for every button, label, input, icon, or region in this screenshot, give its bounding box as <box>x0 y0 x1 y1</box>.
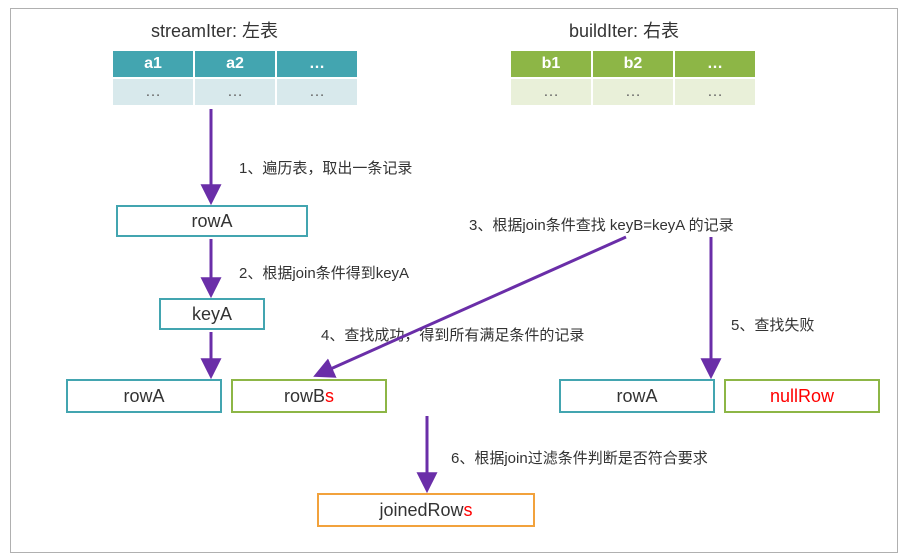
table-header-cell: b2 <box>592 50 674 78</box>
box-text: rowB <box>284 386 325 407</box>
box-rowA-1: rowA <box>116 205 308 237</box>
table-cell: … <box>276 78 358 106</box>
step-2: 2、根据join条件得到keyA <box>239 262 409 283</box>
table-cell: … <box>674 78 756 106</box>
left-table-title: streamIter: 左表 <box>151 17 278 43</box>
diagram-frame: streamIter: 左表 buildIter: 右表 a1a2………… b1… <box>10 8 898 553</box>
table-cell: … <box>592 78 674 106</box>
right-table: b1b2………… <box>509 49 757 107</box>
table-cell: … <box>510 78 592 106</box>
box-rowBs: rowBs <box>231 379 387 413</box>
left-table: a1a2………… <box>111 49 359 107</box>
arrow <box>317 237 626 375</box>
table-header-cell: a2 <box>194 50 276 78</box>
step-6: 6、根据join过滤条件判断是否符合要求 <box>451 447 708 468</box>
box-suffix: s <box>464 500 473 521</box>
table-header-cell: b1 <box>510 50 592 78</box>
table-header-cell: a1 <box>112 50 194 78</box>
box-suffix: s <box>325 386 334 407</box>
box-joinedRows: joinedRows <box>317 493 535 527</box>
step-5: 5、查找失败 <box>731 314 814 335</box>
right-table-title: buildIter: 右表 <box>569 17 679 43</box>
table-cell: … <box>112 78 194 106</box>
step-1: 1、遍历表，取出一条记录 <box>239 157 412 178</box>
box-text: joinedRow <box>379 500 463 521</box>
box-rowA-2: rowA <box>66 379 222 413</box>
table-header-cell: … <box>674 50 756 78</box>
box-keyA: keyA <box>159 298 265 330</box>
box-rowA-3: rowA <box>559 379 715 413</box>
table-cell: … <box>194 78 276 106</box>
step-4: 4、查找成功，得到所有满足条件的记录 <box>321 324 584 345</box>
table-header-cell: … <box>276 50 358 78</box>
box-nullRow: nullRow <box>724 379 880 413</box>
step-3: 3、根据join条件查找 keyB=keyA 的记录 <box>469 214 734 235</box>
